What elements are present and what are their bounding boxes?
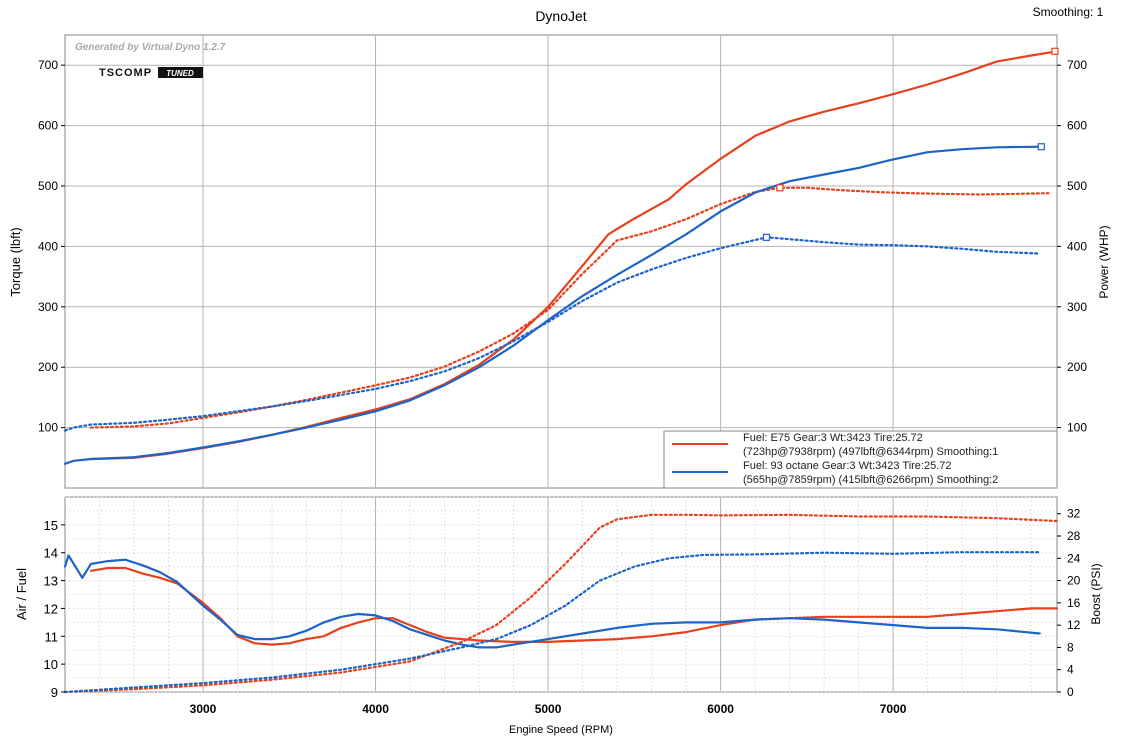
series-e75-boost-psi [63,513,1059,694]
afr-tick-13: 13 [44,574,58,589]
boost-tick-32: 32 [1067,507,1081,521]
top-panel: Generated by Virtual Dyno 1.2.7 TSCOMP T… [8,34,1111,489]
chart-title: DynoJet [535,8,586,24]
rpm-tick-5000: 5000 [535,702,562,716]
legend-box [663,430,1058,489]
torque-tick-300: 300 [38,300,58,314]
afr-tick-11: 11 [45,629,59,644]
torque-axis-label: Torque (lbft) [8,227,23,296]
logo-badge: TUNED [166,69,194,78]
top-series-group [63,50,1059,465]
top-grid [65,35,1057,488]
series-93-octane-power-whp [63,145,1043,465]
afr-tick-12: 12 [44,601,58,616]
power-tick-100: 100 [1067,421,1087,435]
tscomp-logo: TSCOMP TUNED [99,67,203,79]
bottom-series-group [63,513,1059,694]
boost-tick-0: 0 [1067,685,1074,699]
top-plot-area [64,34,1058,489]
bottom-tick-labels: 9 10 11 12 13 14 15 0 4 8 12 16 20 24 28 32 [44,507,1081,700]
series-93-octane-air-fuel [63,554,1041,649]
x-tick-labels: 3000 4000 5000 6000 7000 [190,702,907,716]
top-tick-labels: 100 200 300 400 500 600 700 100 200 300 400 500 600 7… [38,58,1087,434]
torque-tick-400: 400 [38,239,58,253]
rpm-tick-4000: 4000 [362,702,389,716]
boost-tick-8: 8 [1067,640,1074,654]
torque-tick-700: 700 [38,58,58,72]
boost-tick-4: 4 [1067,663,1074,677]
power-axis-label: Power (WHP) [1097,225,1111,298]
x-axis-label: Engine Speed (RPM) [509,724,613,736]
power-tick-400: 400 [1067,239,1087,253]
rpm-tick-7000: 7000 [880,702,907,716]
legend-93-octane-line1: Fuel: 93 octane Gear:3 Wt:3423 Tire:25.7… [743,460,952,472]
boost-tick-20: 20 [1067,574,1081,588]
peak-marker-93-octane-power-whp [1037,143,1045,151]
legend-e75-line2: (723hp@7938rpm) (497lbft@6344rpm) Smooth… [743,446,998,458]
rpm-tick-6000: 6000 [707,702,734,716]
afr-tick-9: 9 [51,685,58,700]
logo-text: TSCOMP [99,67,152,79]
boost-tick-16: 16 [1067,596,1081,610]
boost-axis-label: Boost (PSI) [1089,563,1103,624]
smoothing-indicator[interactable]: Smoothing: 1 [1033,5,1104,19]
legend: Fuel: E75 Gear:3 Wt:3423 Tire:25.72 (723… [663,430,1058,489]
boost-tick-12: 12 [1067,618,1081,632]
power-tick-600: 600 [1067,119,1087,133]
rpm-tick-3000: 3000 [190,702,217,716]
afr-tick-15: 15 [44,518,58,533]
torque-tick-200: 200 [38,360,58,374]
power-tick-300: 300 [1067,300,1087,314]
peak-marker-e75-power-whp [1051,47,1059,55]
series-93-octane-torque-lbft [63,236,1041,432]
torque-tick-500: 500 [38,179,58,193]
logo-badge-bg [158,67,203,78]
legend-e75-line1: Fuel: E75 Gear:3 Wt:3423 Tire:25.72 [743,432,923,444]
torque-tick-100: 100 [38,421,58,435]
series-e75-air-fuel [89,566,1059,646]
boost-tick-24: 24 [1067,551,1081,565]
peak-marker-93-octane-torque-lbft [762,233,771,241]
afr-tick-10: 10 [44,657,58,672]
power-tick-500: 500 [1067,179,1087,193]
series-93-octane-boost-psi [63,551,1041,694]
boost-tick-28: 28 [1067,529,1081,543]
power-tick-200: 200 [1067,360,1087,374]
afr-tick-14: 14 [44,546,58,561]
generated-by-watermark: Generated by Virtual Dyno 1.2.7 [75,42,226,53]
air-fuel-axis-label: Air / Fuel [14,568,29,620]
torque-tick-600: 600 [38,119,58,133]
peak-marker-e75-torque-lbft [776,184,784,192]
top-marker-group [762,47,1059,241]
power-tick-700: 700 [1067,58,1087,72]
legend-93-octane-line2: (565hp@7859rpm) (415lbft@6266rpm) Smooth… [743,474,998,486]
